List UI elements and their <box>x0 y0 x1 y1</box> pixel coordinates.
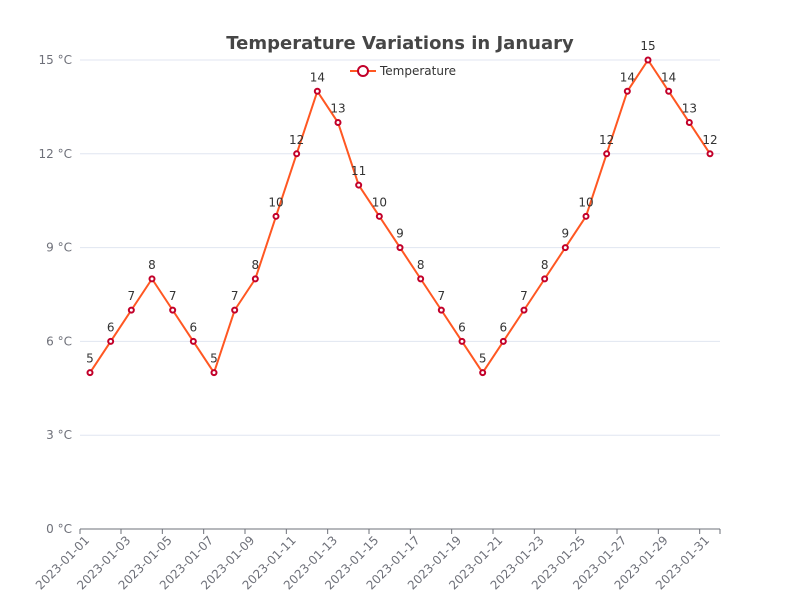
data-label: 7 <box>231 289 239 303</box>
data-point[interactable] <box>644 56 652 64</box>
data-point[interactable] <box>127 306 135 314</box>
data-label: 7 <box>438 289 446 303</box>
series-line-temperature <box>89 59 711 374</box>
data-label: 5 <box>210 352 218 366</box>
data-point[interactable] <box>210 369 218 377</box>
data-point[interactable] <box>272 212 280 220</box>
data-point[interactable] <box>706 150 714 158</box>
data-point[interactable] <box>520 306 528 314</box>
data-label: 11 <box>351 164 366 178</box>
data-point[interactable] <box>251 275 259 283</box>
data-point[interactable] <box>541 275 549 283</box>
data-point[interactable] <box>293 150 301 158</box>
data-point[interactable] <box>437 306 445 314</box>
y-tick-label: 3 °C <box>46 428 72 442</box>
data-label: 7 <box>169 289 177 303</box>
data-point[interactable] <box>231 306 239 314</box>
legend-label: Temperature <box>379 64 456 78</box>
data-label: 6 <box>500 320 508 334</box>
data-point[interactable] <box>355 181 363 189</box>
data-label: 5 <box>479 352 487 366</box>
data-label: 10 <box>268 195 283 209</box>
legend[interactable]: Temperature <box>350 64 456 78</box>
data-label: 8 <box>541 258 549 272</box>
data-label: 12 <box>289 133 304 147</box>
data-point[interactable] <box>499 337 507 345</box>
data-label: 14 <box>620 70 635 84</box>
data-label: 9 <box>562 227 570 241</box>
data-label: 9 <box>396 227 404 241</box>
data-point[interactable] <box>479 369 487 377</box>
data-point[interactable] <box>86 369 94 377</box>
data-label: 14 <box>661 70 676 84</box>
y-tick-label: 6 °C <box>46 334 72 348</box>
data-point[interactable] <box>189 337 197 345</box>
data-point[interactable] <box>396 244 404 252</box>
axes: 0 °C3 °C6 °C9 °C12 °C15 °C2023-01-012023… <box>33 53 721 592</box>
data-point[interactable] <box>417 275 425 283</box>
data-point[interactable] <box>148 275 156 283</box>
data-label: 15 <box>640 39 655 53</box>
data-label: 8 <box>417 258 425 272</box>
data-point[interactable] <box>169 306 177 314</box>
data-point[interactable] <box>107 337 115 345</box>
data-label: 6 <box>190 320 198 334</box>
data-point[interactable] <box>375 212 383 220</box>
data-point[interactable] <box>334 119 342 127</box>
data-label: 7 <box>128 289 136 303</box>
data-point[interactable] <box>582 212 590 220</box>
y-tick-label: 9 °C <box>46 241 72 255</box>
data-label: 13 <box>682 102 697 116</box>
y-tick-label: 0 °C <box>46 522 72 536</box>
data-label: 14 <box>310 70 325 84</box>
data-label: 7 <box>520 289 528 303</box>
data-label: 12 <box>702 133 717 147</box>
data-point[interactable] <box>313 87 321 95</box>
data-point[interactable] <box>665 87 673 95</box>
data-label: 5 <box>86 352 94 366</box>
data-label: 10 <box>372 195 387 209</box>
data-label: 8 <box>148 258 156 272</box>
chart-title: Temperature Variations in January <box>226 33 574 54</box>
data-point[interactable] <box>685 119 693 127</box>
data-label: 13 <box>330 102 345 116</box>
data-label: 8 <box>252 258 260 272</box>
data-point[interactable] <box>603 150 611 158</box>
data-label: 10 <box>578 195 593 209</box>
y-tick-label: 15 °C <box>39 53 72 67</box>
data-point[interactable] <box>623 87 631 95</box>
data-label: 6 <box>458 320 466 334</box>
legend-marker <box>357 65 369 77</box>
data-label: 6 <box>107 320 115 334</box>
series-layer: 5 6 7 8 7 6 5 7 8 10 12 14 13 11 10 9 8 7 6 5 6 7 8 9 10 12 14 15 14… <box>86 39 718 377</box>
data-label: 12 <box>599 133 614 147</box>
data-point[interactable] <box>458 337 466 345</box>
y-tick-label: 12 °C <box>39 147 72 161</box>
data-point[interactable] <box>561 244 569 252</box>
